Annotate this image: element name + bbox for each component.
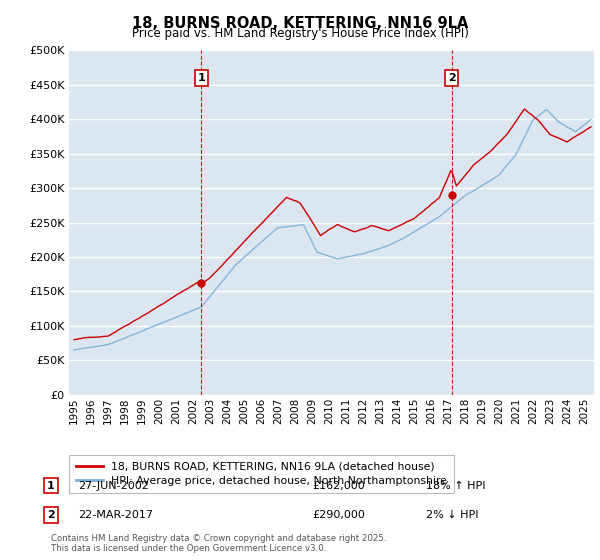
- Text: 1: 1: [47, 480, 55, 491]
- Text: Price paid vs. HM Land Registry's House Price Index (HPI): Price paid vs. HM Land Registry's House …: [131, 27, 469, 40]
- Text: 2: 2: [448, 73, 455, 83]
- Text: 2% ↓ HPI: 2% ↓ HPI: [426, 510, 479, 520]
- Text: 18, BURNS ROAD, KETTERING, NN16 9LA: 18, BURNS ROAD, KETTERING, NN16 9LA: [132, 16, 468, 31]
- Legend: 18, BURNS ROAD, KETTERING, NN16 9LA (detached house), HPI: Average price, detach: 18, BURNS ROAD, KETTERING, NN16 9LA (det…: [69, 455, 454, 493]
- Text: £290,000: £290,000: [312, 510, 365, 520]
- Text: 2: 2: [47, 510, 55, 520]
- Text: £162,000: £162,000: [312, 480, 365, 491]
- Text: 27-JUN-2002: 27-JUN-2002: [78, 480, 149, 491]
- Text: 22-MAR-2017: 22-MAR-2017: [78, 510, 153, 520]
- Text: 18% ↑ HPI: 18% ↑ HPI: [426, 480, 485, 491]
- Text: 1: 1: [197, 73, 205, 83]
- Text: Contains HM Land Registry data © Crown copyright and database right 2025.
This d: Contains HM Land Registry data © Crown c…: [51, 534, 386, 553]
